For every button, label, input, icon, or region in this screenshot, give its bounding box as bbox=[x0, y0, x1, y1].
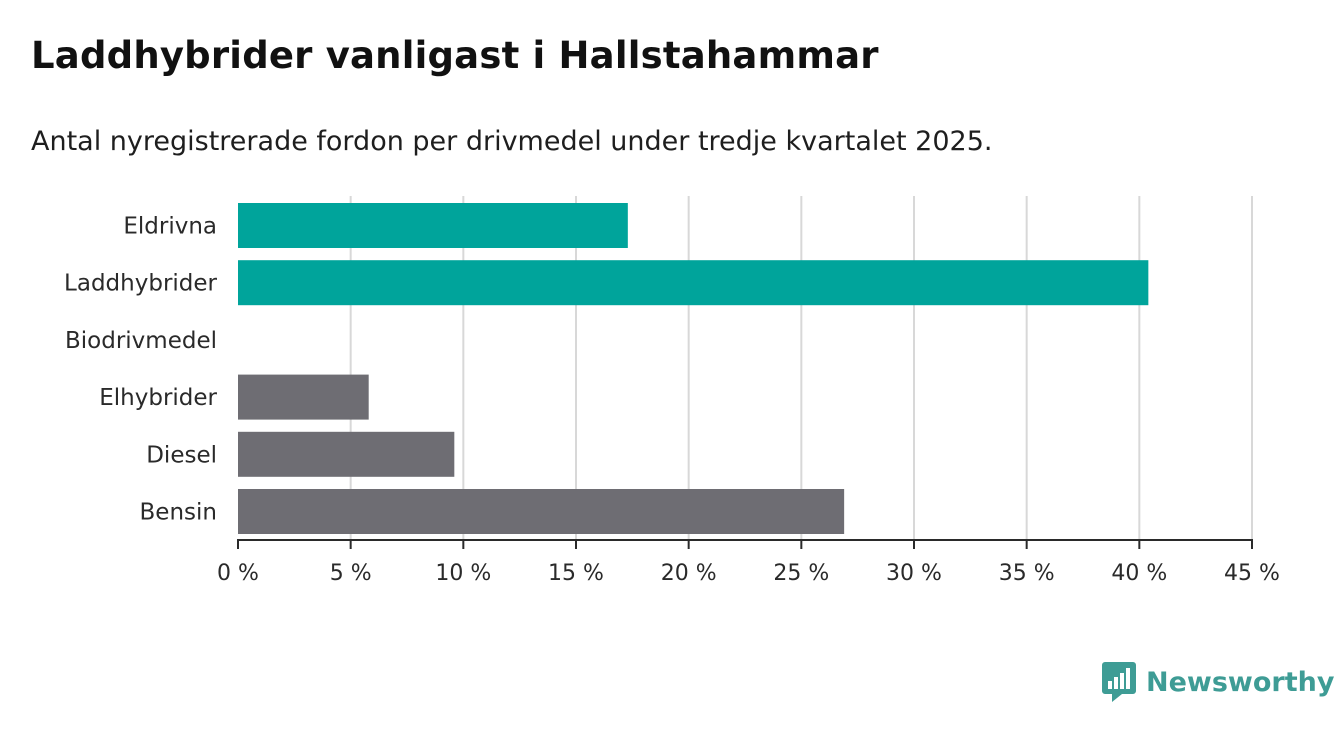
category-label-diesel: Diesel bbox=[146, 442, 217, 468]
bar-elhybrider bbox=[238, 374, 369, 420]
category-label-biodrivmedel: Biodrivmedel bbox=[65, 328, 217, 354]
x-tick-label-6: 30 % bbox=[886, 561, 942, 586]
x-tick-label-0: 0 % bbox=[217, 561, 259, 586]
x-axis: 0 % 5 % 10 % 15 % 20 % 25 % 30 % 35 % 40 % 45 % bbox=[217, 539, 1280, 586]
newsworthy-logo-icon bbox=[1102, 662, 1136, 702]
category-label-laddhybrider: Laddhybrider bbox=[64, 271, 217, 297]
brand-name: Newsworthy bbox=[1146, 666, 1335, 698]
x-tick-label-8: 40 % bbox=[1111, 561, 1167, 586]
x-tick-label-9: 45 % bbox=[1224, 561, 1280, 586]
x-tick-label-3: 15 % bbox=[548, 561, 604, 586]
category-label-bensin: Bensin bbox=[140, 500, 217, 526]
category-labels: Eldrivna Laddhybrider Biodrivmedel Elhybrid… bbox=[64, 214, 217, 526]
newsworthy-brand: Newsworthy bbox=[1102, 662, 1334, 702]
x-tick-label-4: 20 % bbox=[661, 561, 717, 586]
bar-bensin bbox=[238, 489, 845, 534]
grid-lines bbox=[349, 196, 1253, 540]
x-tick-label-1: 5 % bbox=[330, 561, 372, 586]
x-tick-label-2: 10 % bbox=[435, 561, 491, 586]
x-tick-label-7: 35 % bbox=[999, 561, 1055, 586]
bar-diesel bbox=[238, 431, 455, 477]
x-tick-label-5: 25 % bbox=[773, 561, 829, 586]
bar-laddhybrider bbox=[238, 260, 1149, 306]
bars bbox=[238, 203, 1149, 534]
bar-eldrivna bbox=[238, 203, 628, 248]
category-label-eldrivna: Eldrivna bbox=[123, 214, 217, 240]
chart-title: Laddhybrider vanligast i Hallstahammar bbox=[31, 34, 879, 77]
chart-subtitle: Antal nyregistrerade fordon per drivmede… bbox=[31, 126, 993, 157]
category-label-elhybrider: Elhybrider bbox=[99, 385, 217, 411]
